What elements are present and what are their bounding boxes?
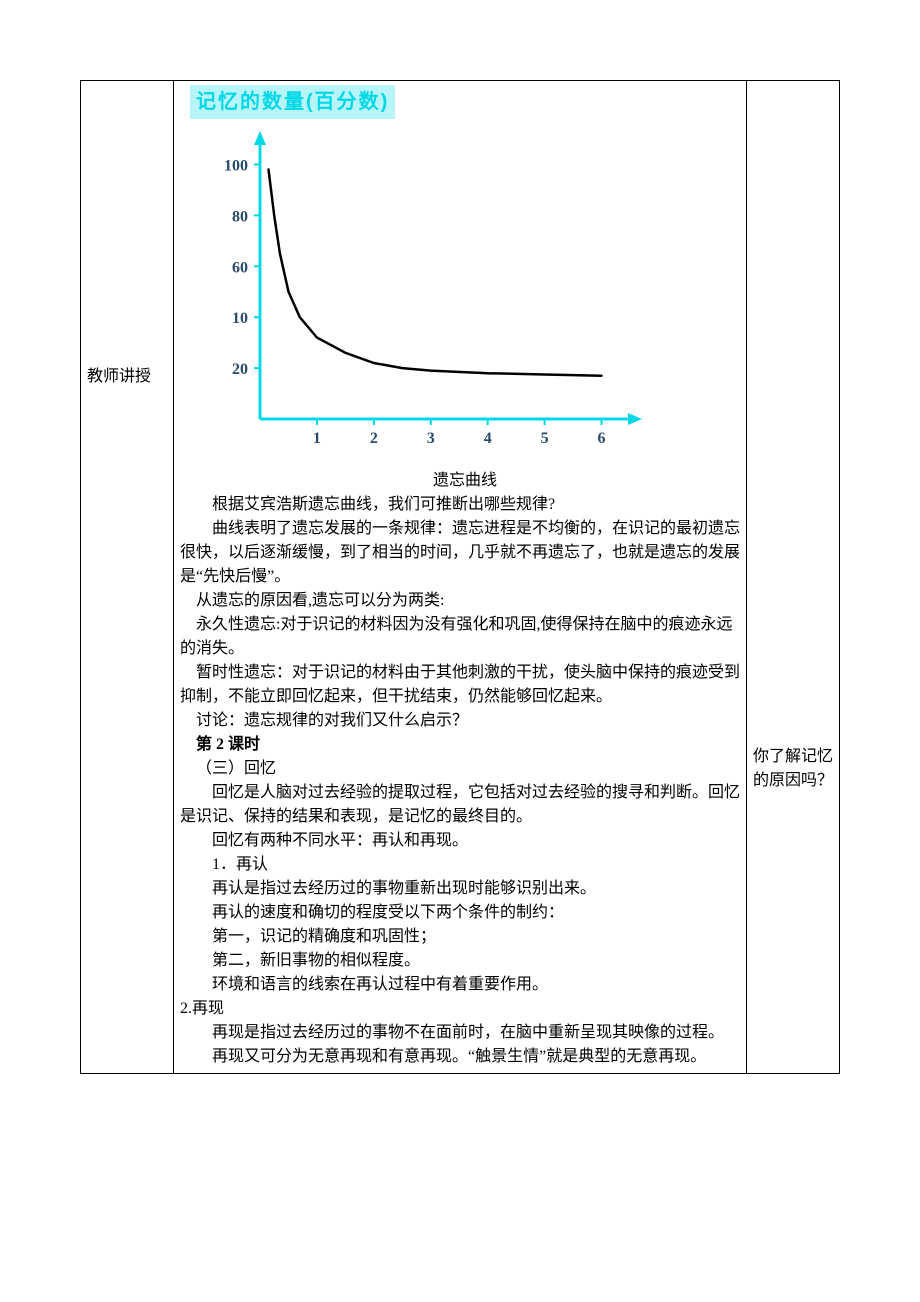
question-1: 根据艾宾浩斯遗忘曲线，我们可推断出哪些规律? [180,493,740,517]
svg-text:5: 5 [541,430,549,447]
item-1-c2: 第二，新旧事物的相似程度。 [180,949,740,973]
lesson-2-heading: 第 2 课时 [180,733,740,757]
right-column: 你了解记忆的原因吗？ [747,81,840,1074]
cause-intro: 从遗忘的原因看,遗忘可以分为两类: [180,589,740,613]
svg-text:2: 2 [370,430,378,447]
svg-text:1: 1 [313,430,321,447]
svg-text:60: 60 [232,259,248,276]
rule-paragraph: 曲线表明了遗忘发展的一条规律：遗忘进程是不均衡的，在识记的最初遗忘很快，以后逐渐… [180,517,740,589]
svg-text:6: 6 [598,430,606,447]
content-column: 记忆的数量(百分数) 20 10 60 80 100 1 2 3 4 5 6 遗忘曲线 根据艾宾浩斯… [174,81,747,1074]
chart-container: 记忆的数量(百分数) 20 10 60 80 100 1 2 3 4 5 6 遗忘曲线 [180,85,740,493]
temporary-forgetting: 暂时性遗忘：对于识记的材料由于其他刺激的干扰，使头脑中保持的痕迹受到抑制，不能立… [180,661,740,709]
svg-text:80: 80 [232,208,248,225]
chart-svg: 20 10 60 80 100 1 2 3 4 5 6 [190,119,650,459]
chart-caption: 遗忘曲线 [190,469,740,493]
svg-text:20: 20 [232,361,248,378]
item-1-p1: 再认是指过去经历过的事物重新出现时能够识别出来。 [180,877,740,901]
forgetting-curve-chart: 20 10 60 80 100 1 2 3 4 5 6 [190,119,740,467]
svg-text:3: 3 [427,430,435,447]
item-1-p3: 环境和语言的线索在再认过程中有着重要作用。 [180,973,740,997]
section-3-p2: 回忆有两种不同水平：再认和再现。 [180,829,740,853]
teacher-label: 教师讲授 [87,85,167,389]
item-1-heading: 1．再认 [180,853,740,877]
item-2-p1: 再现是指过去经历过的事物不在面前时，在脑中重新呈现其映像的过程。 [180,1021,740,1045]
main-table: 教师讲授 记忆的数量(百分数) 20 10 60 80 100 1 2 3 4 5 6 遗忘曲线 根… [80,80,840,1074]
item-2-heading: 2.再现 [180,997,740,1021]
right-question: 你了解记忆的原因吗？ [753,85,833,793]
permanent-forgetting: 永久性遗忘:对于识记的材料因为没有强化和巩固,使得保持在脑中的痕迹永远的消失。 [180,613,740,661]
svg-text:100: 100 [224,157,248,174]
item-2-p2: 再现又可分为无意再现和有意再现。“触景生情”就是典型的无意再现。 [180,1045,740,1069]
page: 教师讲授 记忆的数量(百分数) 20 10 60 80 100 1 2 3 4 5 6 遗忘曲线 根… [0,0,920,1114]
section-3-p1: 回忆是人脑对过去经验的提取过程，它包括对过去经验的搜寻和判断。回忆是识记、保持的… [180,781,740,829]
section-3-title: （三）回忆 [180,757,740,781]
svg-text:4: 4 [484,430,492,447]
discussion: 讨论：遗忘规律的对我们又什么启示？ [180,709,740,733]
item-1-c1: 第一，识记的精确度和巩固性； [180,925,740,949]
svg-text:10: 10 [232,310,248,327]
item-1-p2: 再认的速度和确切的程度受以下两个条件的制约： [180,901,740,925]
left-column: 教师讲授 [81,81,174,1074]
chart-title: 记忆的数量(百分数) [190,85,395,119]
